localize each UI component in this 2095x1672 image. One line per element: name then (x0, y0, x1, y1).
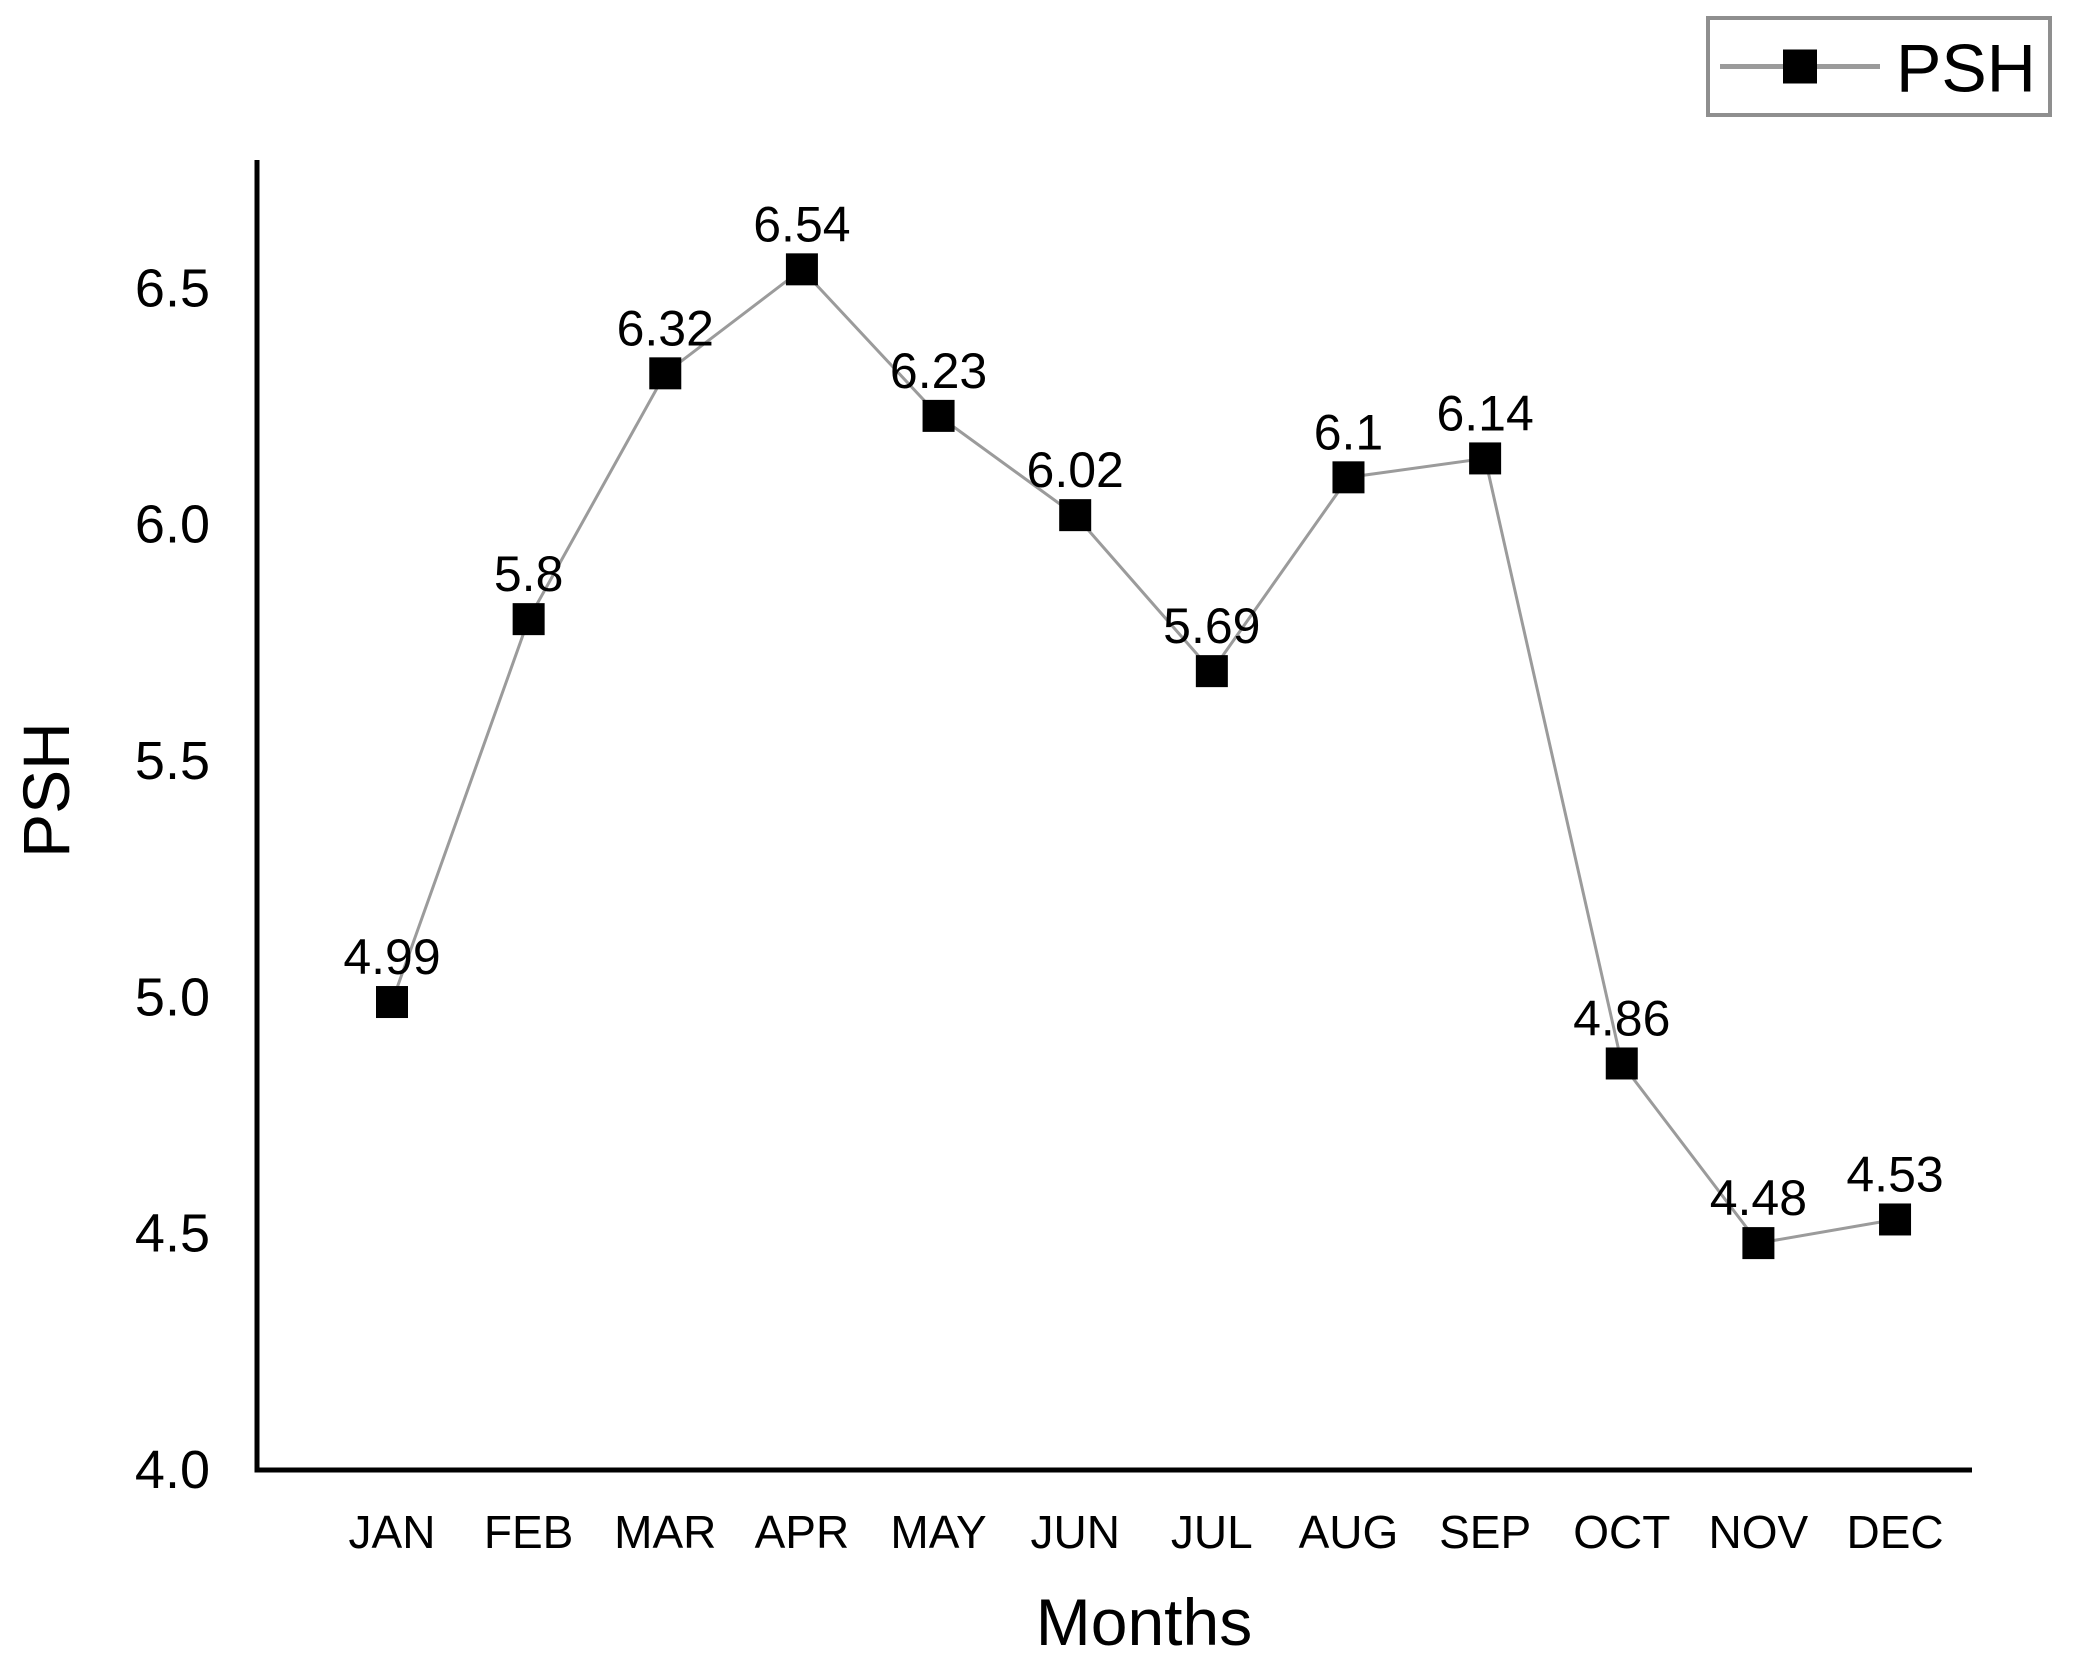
data-point-marker-sep (1469, 442, 1502, 475)
x-tick-label-nov: NOV (1709, 1506, 1809, 1558)
data-point-label-sep: 6.14 (1436, 385, 1533, 441)
x-tick-label-jan: JAN (349, 1506, 436, 1558)
axis-spines (254, 160, 1972, 1473)
data-point-marker-aug (1332, 461, 1365, 494)
data-point-marker-nov (1742, 1227, 1775, 1260)
y-tick-label: 4.0 (135, 1440, 210, 1500)
x-tick-label-apr: APR (755, 1506, 850, 1558)
data-point-marker-jan (376, 986, 408, 1019)
data-point-label-mar: 6.32 (617, 300, 714, 356)
x-tick-label-jul: JUL (1171, 1506, 1253, 1558)
x-tick-label-mar: MAR (614, 1506, 716, 1558)
data-point-marker-apr (785, 253, 818, 286)
data-point-marker-may (922, 399, 955, 432)
legend-label: PSH (1896, 31, 2036, 107)
data-point-label-nov: 4.48 (1710, 1170, 1807, 1226)
x-tick-label-aug: AUG (1299, 1506, 1399, 1558)
data-point-label-jun: 6.02 (1027, 442, 1124, 498)
x-tick-label-sep: SEP (1439, 1506, 1531, 1558)
data-point-marker-feb (512, 603, 545, 636)
data-point-label-jul: 5.69 (1163, 598, 1260, 654)
data-point-marker-dec (1879, 1203, 1912, 1236)
x-tick-label-oct: OCT (1573, 1506, 1670, 1558)
psh-line (390, 267, 1896, 1245)
x-tick-label-feb: FEB (484, 1506, 573, 1558)
data-point-marker-jul (1195, 655, 1228, 688)
y-tick-label: 5.5 (135, 731, 210, 791)
y-tick-label: 5.0 (135, 967, 210, 1027)
data-point-label-dec: 4.53 (1846, 1146, 1943, 1202)
legend-marker (1783, 49, 1817, 84)
data-point-marker-mar (649, 357, 682, 390)
x-tick-label-dec: DEC (1846, 1506, 1943, 1558)
x-tick-label-jun: JUN (1030, 1506, 1119, 1558)
y-tick-label: 4.5 (135, 1204, 210, 1264)
x-tick-label-may: MAY (890, 1506, 986, 1558)
data-point-label-jan: 4.99 (343, 929, 440, 985)
y-tick-label: 6.0 (135, 495, 210, 555)
x-axis-title: Months (1036, 1585, 1252, 1659)
data-point-label-apr: 6.54 (753, 196, 850, 252)
y-tick-label: 6.5 (135, 258, 210, 318)
data-point-label-oct: 4.86 (1573, 990, 1670, 1046)
data-point-marker-jun (1059, 499, 1092, 532)
y-axis-title: PSH (9, 722, 83, 858)
data-point-label-feb: 5.8 (494, 546, 564, 602)
data-point-label-may: 6.23 (890, 343, 987, 399)
data-point-marker-oct (1605, 1047, 1638, 1080)
data-point-label-aug: 6.1 (1314, 404, 1384, 460)
